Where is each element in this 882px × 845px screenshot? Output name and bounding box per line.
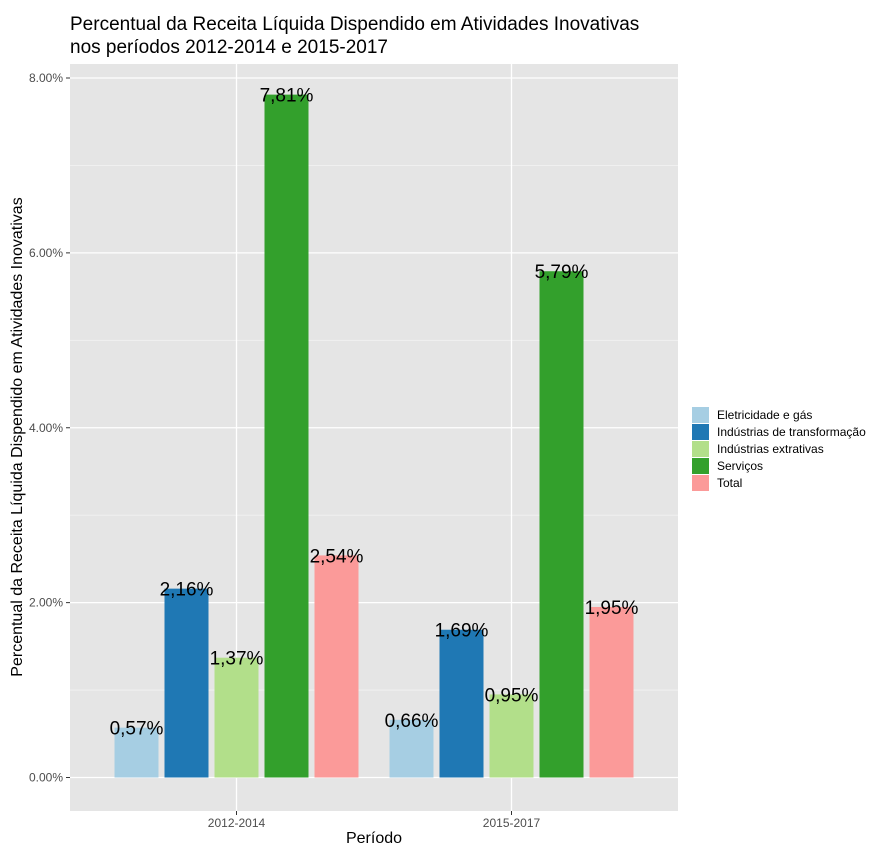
x-tick-label: 2015-2017 — [483, 816, 541, 830]
legend-label: Serviços — [717, 459, 763, 473]
bar-2012-2014-4 — [314, 555, 359, 778]
y-tick-label: 6.00% — [29, 246, 63, 260]
x-axis-ticks: 2012-2014 2015-2017 — [208, 811, 541, 830]
bar-2012-2014-2 — [214, 657, 259, 778]
bar-value-label: 2,54% — [310, 546, 364, 567]
bar-value-label: 2,16% — [160, 580, 214, 601]
x-axis-title: Período — [346, 830, 402, 845]
bars — [114, 94, 634, 778]
legend-swatch — [692, 407, 709, 423]
bar-2012-2014-3 — [264, 94, 309, 778]
legend-label: Indústrias de transformação — [717, 425, 866, 439]
bar-2015-2017-1 — [439, 629, 484, 778]
legend-swatch — [692, 475, 709, 491]
y-tick-label: 4.00% — [29, 421, 63, 435]
y-axis-title: Percentual da Receita Líquida Dispendido… — [9, 197, 26, 676]
bar-value-label: 0,57% — [110, 719, 164, 740]
bar-value-label: 1,95% — [585, 598, 639, 619]
bar-2015-2017-3 — [539, 271, 584, 778]
legend-swatch — [692, 424, 709, 440]
y-tick-label: 0.00% — [29, 771, 63, 785]
legend: Eletricidade e gás Indústrias de transfor… — [692, 407, 866, 491]
plot-panel — [70, 64, 678, 811]
bar-2015-2017-2 — [489, 694, 534, 778]
bar-value-label: 7,81% — [260, 86, 314, 107]
data-labels: 0,57% 2,16% 1,37% 7,81% 2,54% 0,66% 1,69% 0,95%… — [110, 86, 639, 740]
bar-value-label: 0,66% — [385, 711, 439, 732]
legend-label: Total — [717, 476, 742, 490]
bar-value-label: 1,69% — [435, 621, 489, 642]
chart-title-line-1: Percentual da Receita Líquida Dispendido… — [70, 14, 639, 35]
bar-value-label: 1,37% — [210, 649, 264, 670]
x-tick-label: 2012-2014 — [208, 816, 266, 830]
bar-2015-2017-4 — [589, 606, 634, 778]
bar-2012-2014-1 — [164, 588, 209, 778]
bar-2015-2017-0 — [389, 719, 434, 778]
legend-label: Indústrias extrativas — [717, 442, 824, 456]
bar-value-label: 5,79% — [535, 262, 589, 283]
bar-2012-2014-0 — [114, 727, 159, 778]
chart-title-line-2: nos períodos 2012-2014 e 2015-2017 — [70, 37, 388, 58]
bar-value-label: 0,95% — [485, 685, 539, 706]
y-tick-label: 8.00% — [29, 71, 63, 85]
y-tick-label: 2.00% — [29, 596, 63, 610]
legend-label: Eletricidade e gás — [717, 408, 812, 422]
legend-swatch — [692, 441, 709, 457]
y-axis-ticks: 0.00% 2.00% 4.00% 6.00% 8.00% — [29, 71, 70, 785]
legend-swatch — [692, 458, 709, 474]
